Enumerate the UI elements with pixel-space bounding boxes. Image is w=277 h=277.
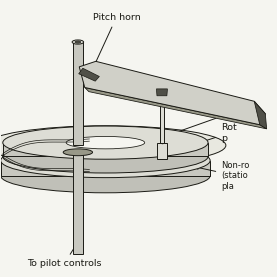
Ellipse shape	[3, 126, 208, 159]
Ellipse shape	[75, 41, 81, 43]
Polygon shape	[3, 143, 208, 157]
Ellipse shape	[30, 158, 39, 163]
Ellipse shape	[34, 160, 43, 165]
Polygon shape	[79, 61, 265, 125]
Ellipse shape	[0, 126, 226, 165]
FancyBboxPatch shape	[157, 143, 167, 159]
Ellipse shape	[63, 149, 93, 156]
Text: Non-ro
(statio
pla: Non-ro (statio pla	[195, 161, 250, 191]
Polygon shape	[157, 89, 167, 96]
Ellipse shape	[89, 162, 98, 167]
FancyBboxPatch shape	[73, 152, 83, 254]
Polygon shape	[1, 161, 210, 176]
Ellipse shape	[66, 136, 145, 149]
Ellipse shape	[47, 161, 55, 166]
FancyBboxPatch shape	[160, 96, 164, 143]
Ellipse shape	[72, 40, 84, 44]
Ellipse shape	[64, 154, 147, 167]
Ellipse shape	[1, 159, 210, 193]
Ellipse shape	[156, 161, 164, 166]
Polygon shape	[254, 101, 267, 129]
Ellipse shape	[3, 140, 208, 173]
Ellipse shape	[168, 160, 177, 165]
Ellipse shape	[137, 162, 145, 166]
Ellipse shape	[1, 143, 210, 178]
Text: Rot
p: Rot p	[195, 123, 237, 145]
Ellipse shape	[113, 162, 122, 167]
Ellipse shape	[65, 162, 74, 166]
Polygon shape	[85, 88, 267, 129]
FancyBboxPatch shape	[73, 42, 83, 145]
Text: Pitch horn: Pitch horn	[93, 13, 140, 69]
Ellipse shape	[172, 158, 181, 163]
Text: Pitch: Pitch	[170, 108, 244, 135]
Polygon shape	[79, 68, 99, 81]
Text: To pilot controls: To pilot controls	[27, 241, 101, 268]
